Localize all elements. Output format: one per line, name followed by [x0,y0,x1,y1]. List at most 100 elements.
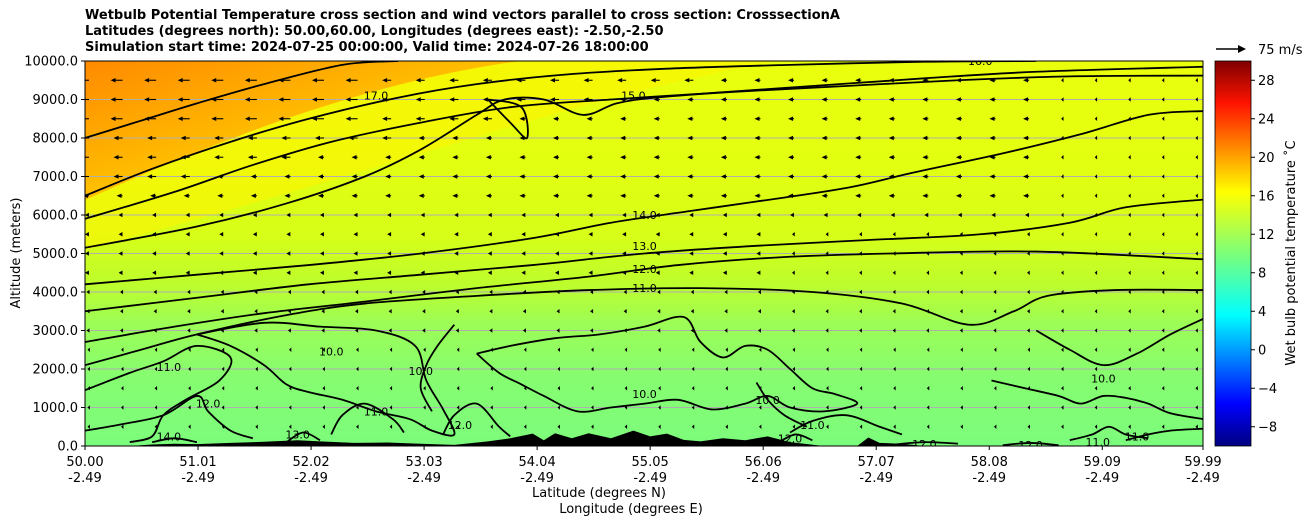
wind-vector-head [318,155,324,160]
wind-vector-head [758,366,762,372]
wind-vector-head [183,193,189,198]
x-tick-label-lat: 59.99 [1184,455,1221,470]
x-axis-label-secondary: Longitude (degrees E) [559,502,703,517]
wind-vector-head [722,270,727,275]
wind-vector-head [113,174,119,179]
wind-vector-head [825,270,829,275]
wind-vector-head [826,405,829,410]
wind-vector-head [857,212,862,218]
wind-vector-head [188,347,191,352]
wind-vector-head [1128,97,1131,102]
wind-vector-head [1161,174,1165,179]
wind-vector-head [888,155,894,160]
wind-vector-head [926,232,930,237]
wind-vector-head [825,328,829,333]
wind-vector-head [1195,135,1198,141]
wind-vector-head [423,405,426,410]
wind-vector-head [788,97,794,102]
wind-vector-head [756,212,761,218]
isotherm-label: 12.0 [778,432,803,445]
wind-vector-head [490,424,493,429]
wind-vector-head [211,116,217,121]
wind-vector-head [452,155,458,160]
wind-vector-head [720,155,726,160]
wind-vector-head [188,366,191,372]
wind-vector-head [118,232,123,237]
wind-vector-head [788,135,794,141]
wind-vector-head [1128,366,1131,372]
wind-vector-head [1094,155,1098,160]
wind-vector-head [922,97,928,102]
wind-vector-head [557,405,560,410]
gridlines [85,99,1203,408]
wind-vector-head [955,116,961,121]
wind-vector-head [591,405,594,410]
wind-vector-head [586,135,592,141]
wind-vector-head [888,97,894,102]
wind-vector-head [1027,289,1030,295]
wind-vector-head [756,232,761,237]
wind-vector-head [1023,135,1029,141]
wind-vector-head [120,289,124,295]
wind-vector-head [617,78,623,83]
isotherm-line [1035,318,1203,367]
wind-vector-head [220,309,224,314]
wind-vector-head [689,212,694,218]
wind-vector-head [553,193,559,198]
wind-vector-head [286,232,291,237]
wind-vector-head [521,232,526,237]
wind-vector-head [588,232,593,237]
wind-vector-head [255,386,258,391]
x-axis-label: Latitude (degrees N) [532,486,666,501]
wind-vector-head [420,232,425,237]
wind-vector-head [1061,155,1064,160]
wind-vector-head [288,405,292,410]
wind-vector-head [722,212,727,218]
wind-vector-head [1094,405,1098,410]
wind-vector-head [1195,78,1198,83]
wind-vector-head [926,366,930,372]
wind-vector-head [522,309,526,314]
wind-vector-head [957,212,962,218]
wind-vector-head [620,193,626,198]
wind-vector-head [588,251,593,256]
y-tick-label: 7000.0 [33,170,79,185]
wind-vector-head [1061,347,1064,352]
colorbar-tick-label: 20 [1258,151,1275,166]
wind-vector-head [859,270,862,275]
wind-vector-head [85,232,89,237]
wind-vector-head [657,309,661,314]
wind-vector-head [422,328,426,333]
wind-vector-head [1161,155,1165,160]
wind-vector-head [420,212,425,218]
wind-vector-head [154,347,158,352]
wind-vector-head [792,328,795,333]
wind-vector-head [113,135,119,141]
isotherm-line [85,198,1203,313]
wind-vector-head [687,97,693,102]
wind-vector-head [892,270,896,275]
wind-vector-head [385,174,391,179]
wind-vector-head [385,193,391,198]
isotherm-line [789,414,903,436]
wind-vector-head [993,424,997,429]
isotherm-line [85,110,1203,286]
wind-vector-head [989,135,995,141]
wind-vector-head [153,309,157,314]
wind-vector-head [286,251,291,256]
wind-vector-head [959,270,963,275]
wind-vector-head [653,135,659,141]
wind-vector-head [687,135,693,141]
wind-vector-head [415,78,421,83]
wind-vector-head [550,78,556,83]
wind-vector-head [388,328,392,333]
wind-vector-head [452,135,458,141]
x-tick-label-lon: -2.49 [972,471,1006,486]
wind-vector-head [926,270,930,275]
colorbar-tick-label: −4 [1258,382,1277,397]
wind-vector-head [1094,193,1098,198]
wind-vector-head [322,424,325,429]
wind-vector-head [188,405,191,410]
wind-vector-head [415,97,421,102]
wind-vector-head [456,424,460,429]
